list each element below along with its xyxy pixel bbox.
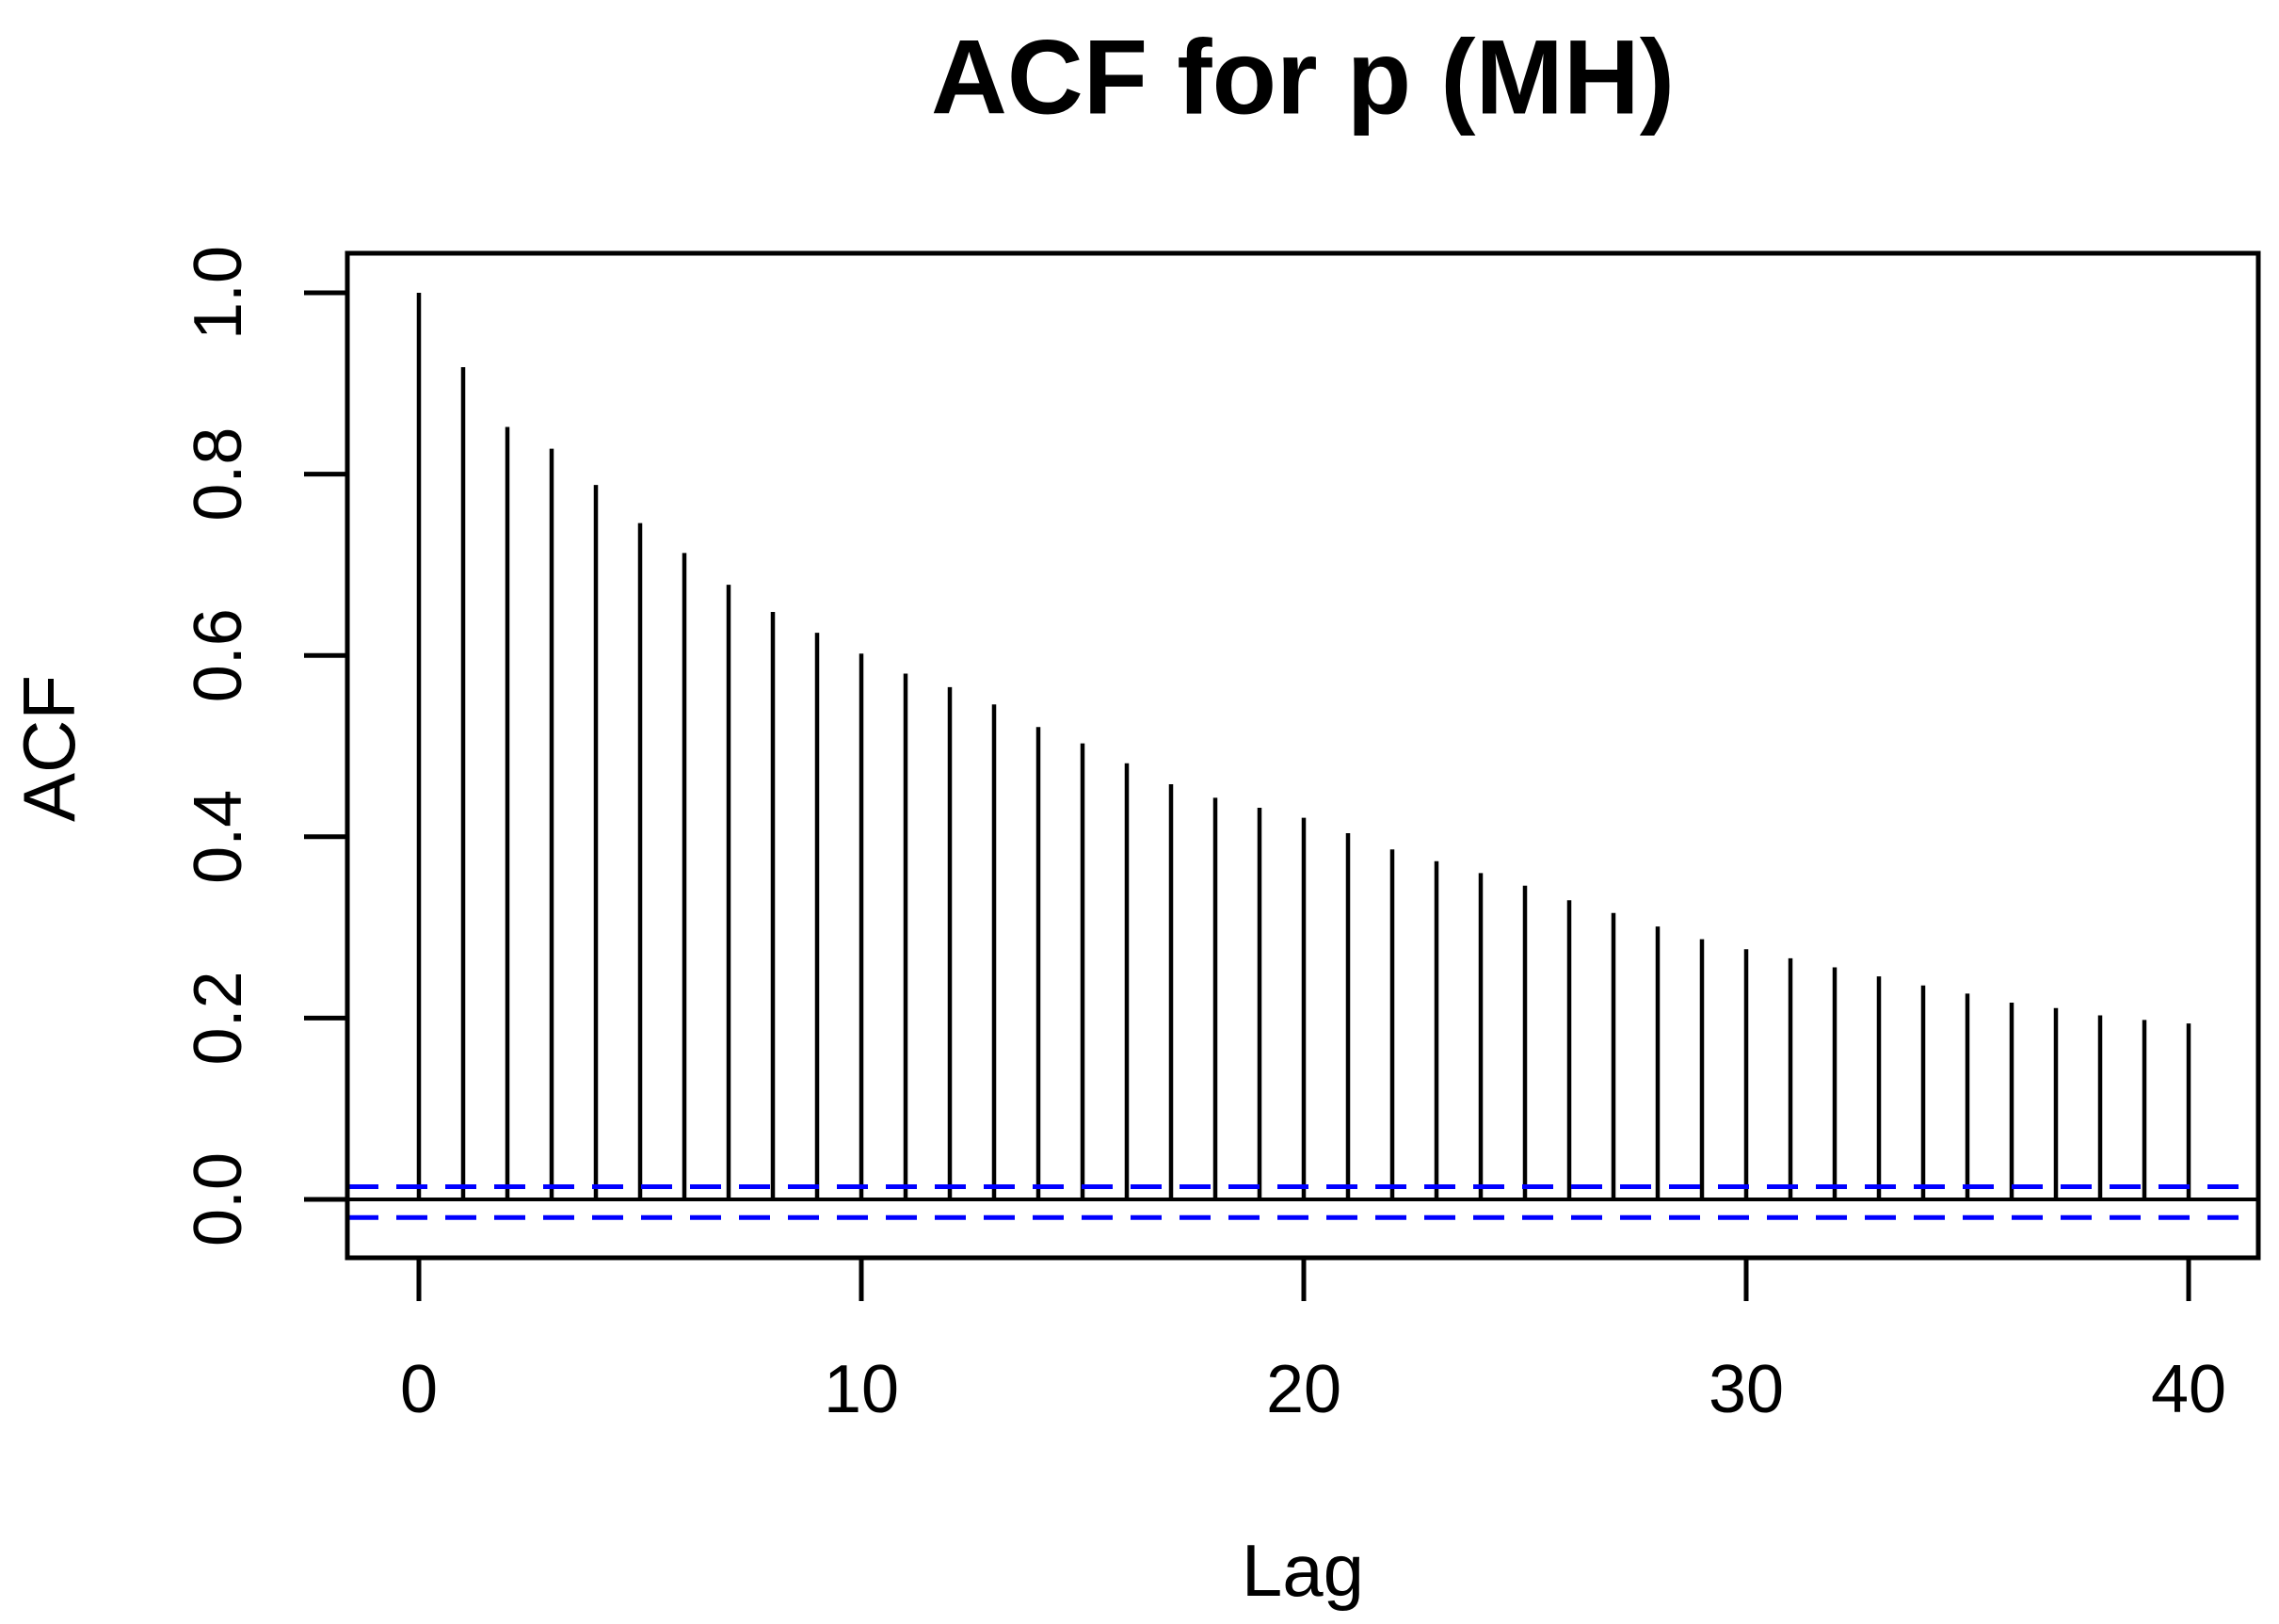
y-tick-label: 0.6 (181, 608, 256, 702)
x-tick-label: 40 (2151, 1352, 2226, 1427)
x-axis-label: Lag (1242, 1529, 1364, 1612)
y-axis-label: ACF (8, 675, 90, 822)
x-tick-label: 0 (400, 1352, 438, 1427)
x-tick-label: 10 (824, 1352, 899, 1427)
x-tick-label: 20 (1266, 1352, 1341, 1427)
y-tick-label: 1.0 (181, 246, 256, 340)
x-tick-label: 30 (1709, 1352, 1784, 1427)
y-tick-label: 0.0 (181, 1152, 256, 1246)
y-tick-label: 0.2 (181, 971, 256, 1065)
y-tick-label: 0.8 (181, 427, 256, 522)
plot-area: 0 10 20 30 40 0.0 0.2 0.4 0.6 0.8 1.0 (181, 246, 2261, 1427)
y-tick-label: 0.4 (181, 790, 256, 884)
chart-title: ACF for p (MH) (931, 19, 1675, 137)
